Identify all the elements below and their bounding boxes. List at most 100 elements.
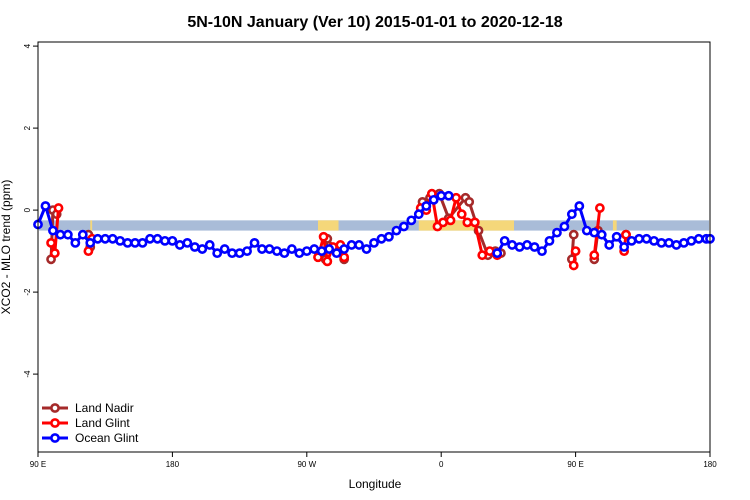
ocean_glint-point xyxy=(212,248,223,259)
ocean_glint-point xyxy=(272,246,282,256)
ocean_glint-point xyxy=(559,221,570,232)
ocean_glint-point xyxy=(48,225,58,236)
ocean_glint-point xyxy=(301,246,312,256)
legend-label: Land Nadir xyxy=(75,401,134,415)
ocean_glint-point xyxy=(522,240,532,250)
chart-title: 5N-10N January (Ver 10) 2015-01-01 to 20… xyxy=(187,14,562,31)
x-tick-label: 180 xyxy=(703,460,717,469)
ocean_glint-point xyxy=(189,242,200,252)
ocean_glint-point xyxy=(499,235,510,246)
ocean_glint-point xyxy=(100,233,111,244)
ocean_glint-point xyxy=(354,240,364,250)
ocean_glint-point xyxy=(115,235,126,246)
y-tick-label: 4 xyxy=(23,43,32,48)
ocean_glint-point xyxy=(85,237,96,248)
ocean_glint-point xyxy=(160,235,170,246)
legend-marker xyxy=(50,433,60,443)
y-tick-label: 2 xyxy=(23,125,32,130)
ocean_glint-point xyxy=(40,201,51,211)
legend-label: Land Glint xyxy=(75,416,130,430)
x-tick-label: 90 E xyxy=(30,460,46,469)
ocean_glint-point xyxy=(167,235,178,246)
ocean_glint-point xyxy=(324,244,335,254)
ocean_glint-point xyxy=(219,244,230,254)
land_glint-point xyxy=(456,209,467,220)
y-tick-label: 0 xyxy=(23,207,32,212)
ocean_glint-point xyxy=(649,235,659,246)
land_glint-point xyxy=(46,237,56,248)
ocean_glint-point xyxy=(596,229,607,240)
land_nadir-point xyxy=(464,196,475,207)
legend-marker xyxy=(50,418,60,428)
land_glint-point xyxy=(451,192,462,203)
ocean_glint-point xyxy=(130,237,140,248)
ocean_glint-point xyxy=(507,240,518,250)
land_glint-point xyxy=(469,217,480,228)
ocean_glint-point xyxy=(257,244,267,254)
ocean_glint-point xyxy=(398,221,409,232)
ocean_glint-point xyxy=(581,225,592,236)
ocean_glint-point xyxy=(182,237,193,248)
ocean_glint-point xyxy=(145,233,155,244)
ocean_glint-point xyxy=(316,246,327,256)
ocean_glint-point xyxy=(492,248,503,259)
land_glint-point xyxy=(53,203,64,213)
ocean_glint-point xyxy=(234,248,245,259)
ocean_glint-point xyxy=(62,229,73,240)
ocean_glint-point xyxy=(428,194,439,205)
ocean_glint-point xyxy=(197,244,208,254)
ocean_glint-point xyxy=(574,201,585,211)
ocean_glint-point xyxy=(514,242,525,252)
ocean_glint-point xyxy=(264,244,275,254)
ocean_glint-point xyxy=(634,233,644,244)
ocean_glint-point xyxy=(678,237,689,248)
ocean_glint-point xyxy=(249,237,260,248)
legend-item-ocean_glint: Ocean Glint xyxy=(42,431,139,445)
x-tick-label: 90 W xyxy=(297,460,316,469)
land_glint-point xyxy=(438,217,448,228)
land-band-1 xyxy=(318,220,339,231)
ocean-band xyxy=(39,220,709,231)
ocean_glint-point xyxy=(566,209,577,220)
ocean_glint-point xyxy=(309,244,320,254)
land_glint-point xyxy=(568,260,579,271)
ocean_glint-point xyxy=(604,240,615,250)
ocean_glint-point xyxy=(693,233,704,244)
land_nadir-point xyxy=(568,229,579,240)
ocean_glint-point xyxy=(656,237,667,248)
ocean_glint-point xyxy=(346,240,357,250)
legend-label: Ocean Glint xyxy=(75,431,139,445)
land_glint-point xyxy=(589,250,600,261)
ocean_glint-point xyxy=(384,231,394,242)
legend-item-land_nadir: Land Nadir xyxy=(42,401,134,415)
ocean_glint-point xyxy=(122,237,133,248)
ocean_glint-point xyxy=(413,209,424,220)
y-tick-label: -2 xyxy=(23,288,32,296)
land_glint-point xyxy=(477,250,488,261)
x-axis: 90 E 180 90 W 0 90 E 180 xyxy=(30,452,717,469)
ocean_glint-point xyxy=(664,237,674,248)
series-ocean_glint xyxy=(33,190,715,259)
y-axis-label: XCO2 - MLO trend (ppm) xyxy=(0,180,13,315)
ocean_glint-point xyxy=(537,246,547,256)
ocean_glint-point xyxy=(107,233,118,244)
ocean_glint-point xyxy=(70,237,81,248)
y-tick-label: -4 xyxy=(23,370,32,378)
x-tick-label: 180 xyxy=(166,460,180,469)
land_glint-point xyxy=(621,229,631,240)
land-band-0 xyxy=(90,220,93,231)
ocean_glint-point xyxy=(626,235,637,246)
ocean_glint-point xyxy=(227,248,238,259)
ocean_glint-point xyxy=(376,233,387,244)
ocean_glint-point xyxy=(686,235,697,246)
ocean_glint-point xyxy=(671,240,682,250)
ocean_glint-point xyxy=(544,235,555,246)
land_glint-point xyxy=(322,256,333,267)
land_glint-point xyxy=(318,231,329,242)
ocean_glint-point xyxy=(331,248,342,259)
background-bands xyxy=(39,220,709,231)
ocean_glint-point xyxy=(589,227,600,238)
legend-item-land_glint: Land Glint xyxy=(42,416,130,430)
y-axis: -4 -2 0 2 4 xyxy=(23,43,38,378)
